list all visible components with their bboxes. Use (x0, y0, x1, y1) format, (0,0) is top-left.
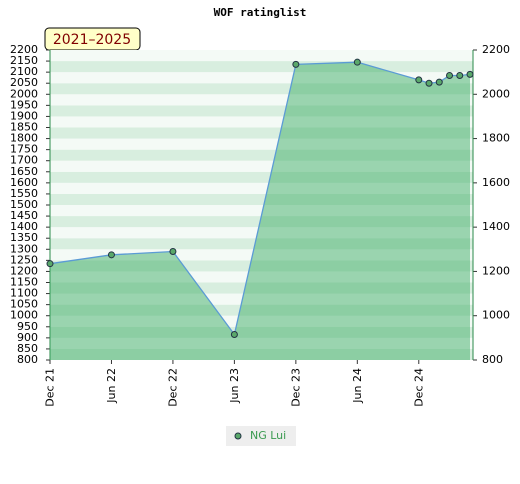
y-tick-label: 1650 (10, 165, 38, 178)
marker (425, 79, 433, 87)
y-tick-label: 1200 (10, 264, 38, 277)
y-tick-label: 1600 (10, 176, 38, 189)
y-tick-label: 1400 (10, 220, 38, 233)
y2-tick-label: 1800 (482, 132, 510, 145)
x-tick-label: Jun 24 (351, 368, 364, 404)
y-tick-label: 800 (17, 353, 38, 366)
stripe (50, 61, 473, 73)
y-tick-label: 1850 (10, 121, 38, 134)
y-tick-label: 2100 (10, 65, 38, 78)
legend-box (226, 426, 296, 446)
stripe (50, 149, 473, 161)
marker (107, 251, 115, 259)
stripe (50, 105, 473, 117)
y-tick-label: 1350 (10, 231, 38, 244)
y2-tick-label: 1400 (482, 220, 510, 233)
y-tick-label: 1150 (10, 276, 38, 289)
y-tick-label: 1050 (10, 298, 38, 311)
marker (415, 76, 423, 84)
marker (230, 331, 238, 339)
y2-tick-label: 2000 (482, 87, 510, 100)
x-tick-label: Dec 23 (289, 368, 302, 407)
y2-tick-label: 1200 (482, 264, 510, 277)
marker (466, 70, 474, 78)
y-tick-label: 900 (17, 331, 38, 344)
y2-tick-label: 800 (482, 353, 503, 366)
marker (456, 71, 464, 79)
marker (446, 71, 454, 79)
x-tick-label: Jun 23 (228, 368, 241, 404)
y-tick-label: 1450 (10, 209, 38, 222)
area (50, 62, 470, 361)
x-tick-label: Dec 21 (44, 368, 57, 407)
y-tick-label: 1750 (10, 143, 38, 156)
stripe (50, 50, 473, 62)
y2-tick-label: 1000 (482, 309, 510, 322)
marker (435, 78, 443, 86)
marker (169, 248, 177, 255)
badge: 2021–2025 (53, 32, 131, 48)
stripe (50, 116, 473, 128)
y2-tick-label: 1600 (482, 176, 510, 189)
stripe (50, 205, 473, 217)
x-tick-label: Jun 22 (105, 368, 118, 404)
y-tick-label: 1000 (10, 309, 38, 322)
stripe (50, 171, 473, 183)
y-tick-label: 1500 (10, 198, 38, 211)
y-tick-label: 2200 (10, 43, 38, 56)
y-tick-label: 850 (17, 342, 38, 355)
stripe (50, 72, 473, 84)
x-tick-label: Dec 22 (166, 368, 179, 407)
legend-marker (234, 432, 242, 440)
stripe (50, 83, 473, 95)
y-tick-label: 1950 (10, 98, 38, 111)
y-tick-label: 2050 (10, 76, 38, 89)
stripe (50, 182, 473, 194)
marker (46, 260, 54, 268)
legend-label: NG Lui (250, 429, 286, 442)
y-tick-label: 1300 (10, 242, 38, 255)
y-tick-label: 1250 (10, 253, 38, 266)
y-tick-label: 2000 (10, 87, 38, 100)
chart-title: WOF ratinglist (214, 6, 307, 19)
y-tick-label: 1550 (10, 187, 38, 200)
y-tick-label: 1800 (10, 132, 38, 145)
stripe (50, 127, 473, 139)
y-tick-label: 1100 (10, 287, 38, 300)
stripe (50, 94, 473, 106)
stripe (50, 138, 473, 150)
y2-tick-label: 2200 (482, 43, 510, 56)
y-tick-label: 1900 (10, 109, 38, 122)
marker (292, 60, 300, 68)
marker (353, 58, 361, 66)
x-tick-label: Dec 24 (412, 368, 425, 407)
y-tick-label: 1700 (10, 154, 38, 167)
y-tick-label: 950 (17, 320, 38, 333)
stripe (50, 193, 473, 205)
stripe (50, 160, 473, 172)
y-tick-label: 2150 (10, 54, 38, 67)
